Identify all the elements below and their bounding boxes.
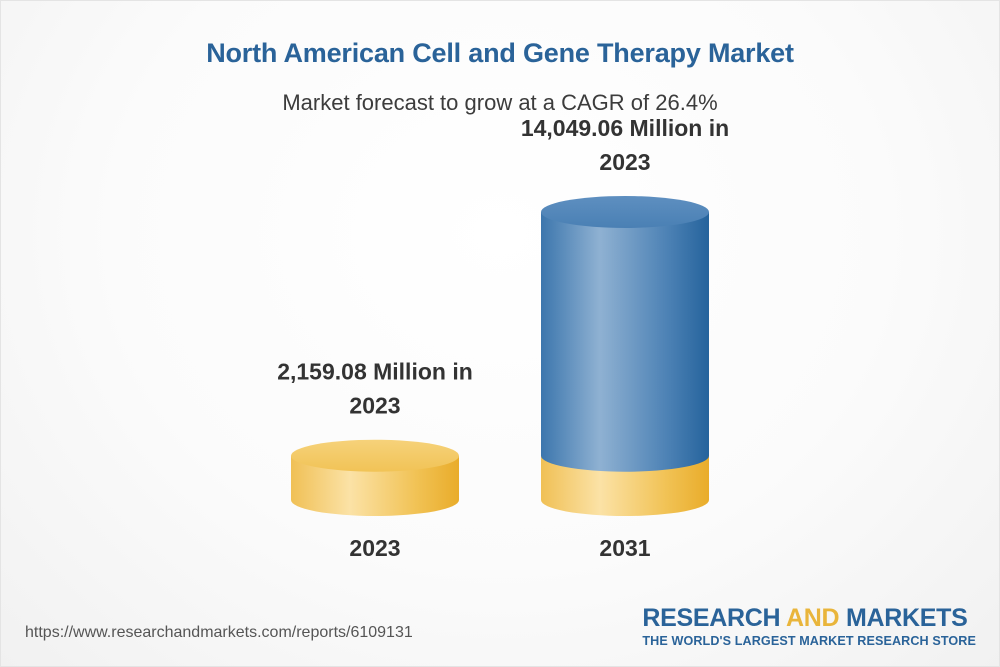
brand-name: RESEARCH AND MARKETS (642, 604, 976, 632)
brand-word-and: AND (786, 604, 840, 632)
category-label: 2031 (599, 535, 650, 561)
value-label: 2,159.08 Million in 2023 (277, 359, 473, 419)
bar-2023 (291, 439, 459, 516)
bar-segment-base (291, 439, 459, 516)
bars-layer (291, 195, 709, 516)
brand-tagline: THE WORLD'S LARGEST MARKET RESEARCH STOR… (642, 634, 976, 648)
labels-layer: 2023 2,159.08 Million in 2023 2031 14,049.06… (277, 115, 729, 561)
bar-2031 (541, 195, 709, 516)
value-label: 14,049.06 Million in 2023 (521, 115, 729, 175)
brand-logo: RESEARCH AND MARKETS THE WORLD'S LARGEST… (642, 604, 976, 648)
bar-segment-growth (541, 195, 709, 472)
bar-segment-base (541, 455, 709, 516)
chart-subtitle: Market forecast to grow at a CAGR of 26.… (282, 90, 718, 115)
brand-word-research: RESEARCH (642, 604, 781, 632)
category-label: 2023 (349, 535, 400, 561)
source-url[interactable]: https://www.researchandmarkets.com/repor… (25, 624, 413, 641)
brand-word-markets: MARKETS (845, 604, 968, 632)
chart-title: North American Cell and Gene Therapy Mar… (206, 38, 794, 68)
